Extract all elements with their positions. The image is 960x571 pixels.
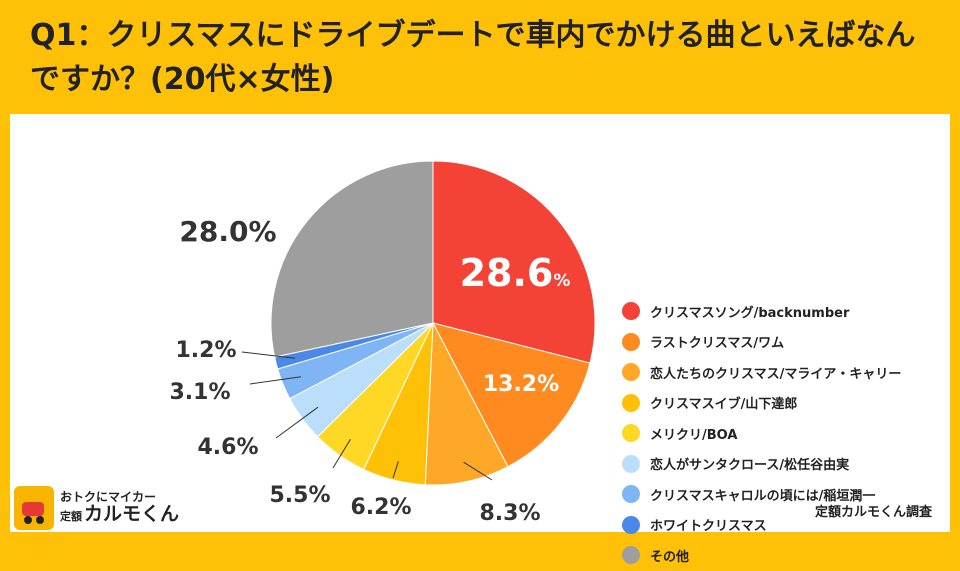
legend-label: ホワイトクリスマス	[650, 519, 767, 535]
legend-item: その他	[622, 540, 901, 571]
pie-slice	[270, 160, 434, 358]
slice-label: 28.6%	[460, 251, 571, 295]
slice-labels: 28.6% 13.2% 8.3% 6.2% 5.5% 4.6% 3.1% 1.2% 28.0%	[169, 215, 570, 526]
legend-swatch	[622, 454, 640, 473]
legend-item: ホワイトクリスマス	[622, 510, 901, 541]
legend-swatch	[622, 393, 640, 412]
legend-label: クリスマスキャロルの頃には/稲垣潤一	[650, 488, 876, 504]
legend-item: クリスマスソング/backnumber	[622, 296, 901, 327]
legend-label: 恋人がサンタクロース/松任谷由実	[650, 458, 850, 474]
slice-label: 3.1%	[169, 380, 230, 405]
legend-item: ラストクリスマス/ワム	[622, 327, 901, 358]
legend-label: その他	[650, 549, 690, 565]
legend-item: メリクリ/BOA	[622, 418, 901, 449]
legend-swatch	[622, 546, 640, 565]
slice-label: 13.2%	[483, 372, 559, 397]
legend-label: 恋人たちのクリスマス/マライア・キャリー	[650, 366, 902, 382]
slice-label: 28.0%	[179, 215, 276, 248]
pie-slices	[270, 160, 596, 486]
legend: クリスマスソング/backnumber ラストクリスマス/ワム恋人たちのクリスマス…	[622, 296, 901, 571]
slice-label: 8.3%	[479, 501, 540, 526]
pie-chart: 28.6% 13.2% 8.3% 6.2% 5.5% 4.6% 3.1% 1.2% 28.0%	[169, 160, 596, 526]
legend-swatch	[622, 485, 640, 504]
legend-swatch	[622, 302, 640, 321]
legend-item: クリスマスキャロルの頃には/稲垣潤一	[622, 479, 901, 510]
legend-label: クリスマスソング/backnumber	[650, 305, 850, 321]
pie-slice	[424, 321, 509, 486]
logo-prefix: 定額	[60, 510, 82, 524]
pie-slice	[432, 160, 596, 364]
leader-line	[249, 376, 302, 385]
leader-lines	[241, 351, 493, 481]
slice-label: 5.5%	[269, 483, 330, 508]
leader-line	[392, 461, 399, 479]
logo-name: カルモくん	[84, 503, 180, 526]
legend-swatch	[622, 424, 640, 443]
slice-label: 6.2%	[350, 495, 411, 520]
legend-item: 恋人たちのクリスマス/マライア・キャリー	[622, 357, 901, 388]
legend-label: ラストクリスマス/ワム	[650, 336, 785, 352]
legend-swatch	[622, 515, 640, 534]
leader-line	[332, 438, 351, 469]
slice-label: 1.2%	[175, 338, 236, 363]
chart-panel: 28.6% 13.2% 8.3% 6.2% 5.5% 4.6% 3.1% 1.2% 28.0% …	[10, 114, 950, 565]
legend-swatch	[622, 363, 640, 382]
slice-label: 4.6%	[197, 435, 258, 460]
logo-tagline: おトクにマイカー	[60, 489, 157, 504]
legend-item: クリスマスイブ/山下達郎	[622, 388, 901, 419]
brand-logo: おトクにマイカー 定額 カルモくん	[14, 483, 202, 533]
car-logo-icon	[14, 486, 54, 530]
leader-line	[463, 461, 493, 481]
leader-line	[241, 351, 295, 359]
legend-label: クリスマスイブ/山下達郎	[650, 397, 798, 413]
pie-slice	[432, 322, 591, 468]
survey-credit: 定額カルモくん調査	[814, 505, 932, 520]
legend-item: 恋人がサンタクロース/松任谷由実	[622, 449, 901, 480]
legend-swatch	[622, 332, 640, 351]
leader-line	[275, 406, 319, 439]
chart-title: Q1：クリスマスにドライブデートで車内でかける曲といえばなんですか？(20代×女…	[30, 18, 916, 97]
legend-label: メリクリ/BOA	[650, 427, 738, 443]
